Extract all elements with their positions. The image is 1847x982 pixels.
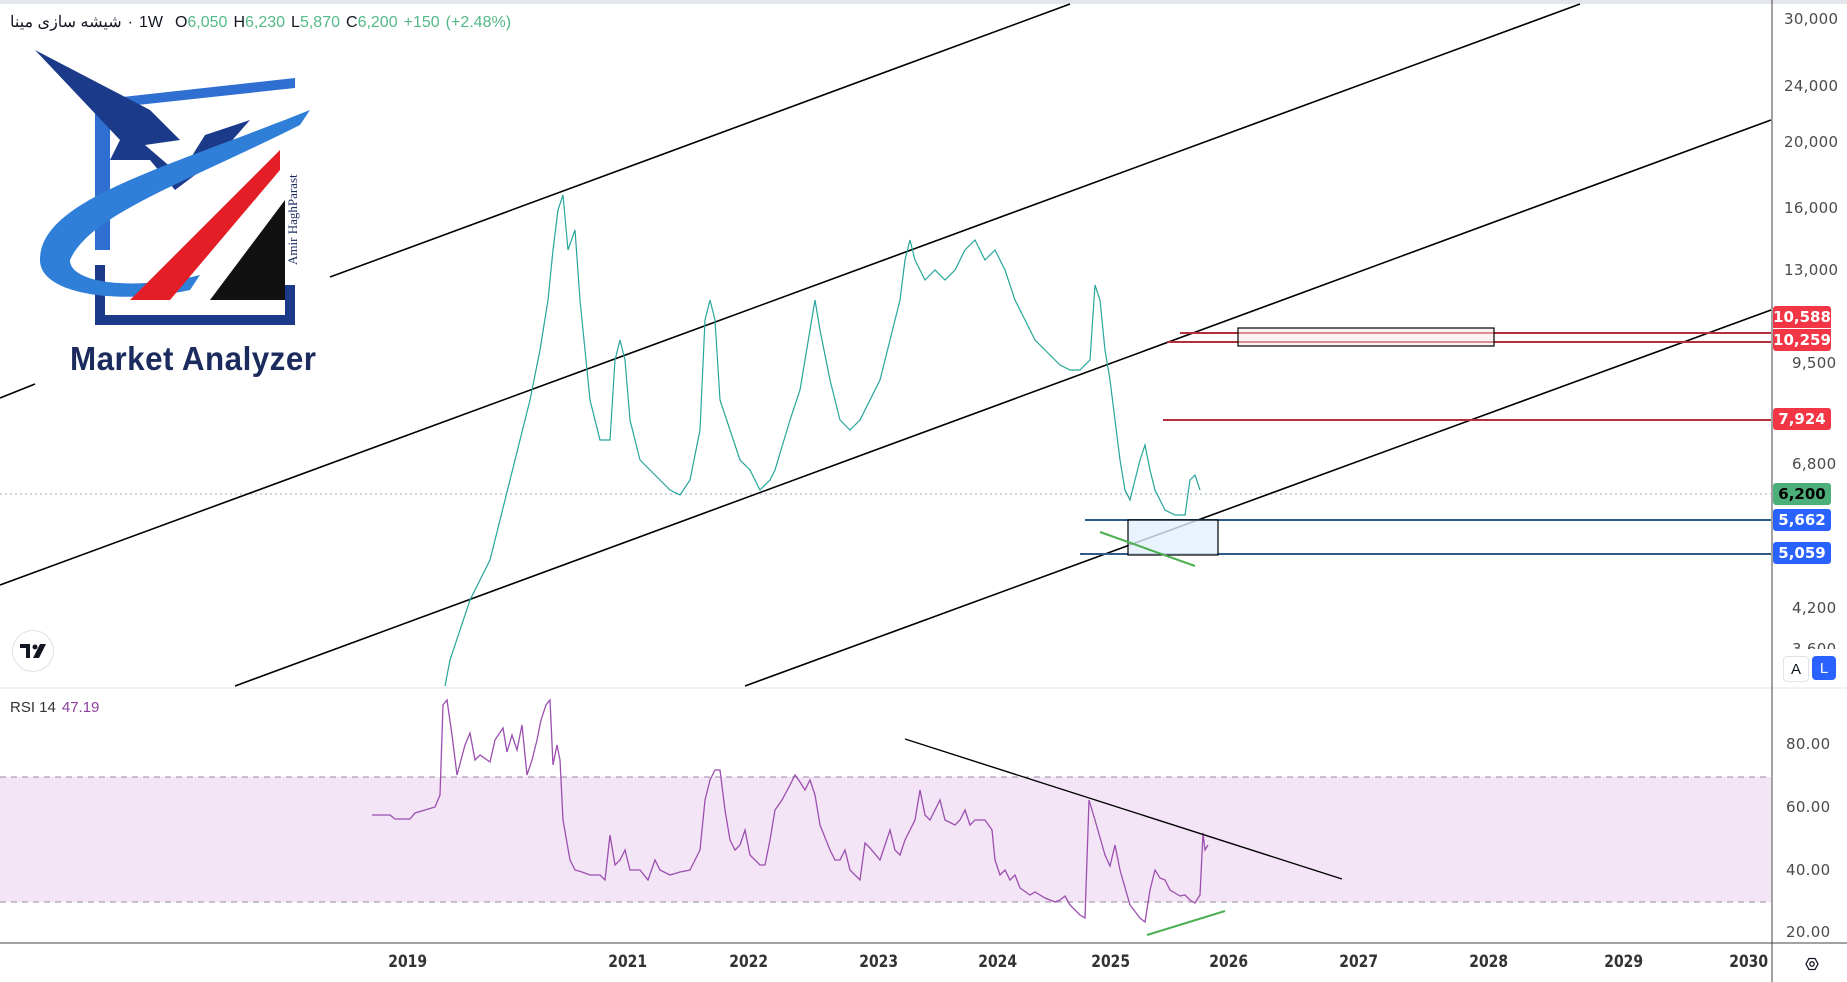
price-tick: 20,000 [1784,133,1839,151]
price-series [444,194,1201,687]
price-divergence-line[interactable] [1099,531,1196,567]
close-value: 6,200 [357,14,398,31]
year-tick: 2026 [1209,952,1249,972]
rsi-divergence-line[interactable] [1146,910,1226,936]
top-border [0,0,1847,4]
auto-scale-button[interactable]: A [1783,656,1809,682]
year-tick: 2022 [729,952,769,972]
support-box[interactable] [1127,519,1219,556]
high-value: 6,230 [245,14,286,31]
year-tick: 2027 [1339,952,1379,972]
year-tick: 2030 [1729,952,1769,972]
high-key: H [233,14,245,31]
rsi-tick: 60.00 [1786,798,1831,816]
log-scale-button[interactable]: L [1812,656,1836,680]
year-tick: 2029 [1604,952,1644,972]
brand-logo [35,50,310,325]
resistance-box[interactable] [1237,327,1495,347]
price-tag-resistance: 10,588 [1773,306,1831,328]
channel-lines[interactable] [0,3,1772,687]
rsi-trendline[interactable] [904,738,1343,880]
brand-author: Amir HaghParast [285,174,300,265]
rsi-legend[interactable]: RSI 14 47.19 [10,699,99,716]
price-tick: 6,800 [1792,455,1837,473]
year-tick: 2024 [978,952,1018,972]
rsi-value: 47.19 [61,699,100,716]
rsi-tick: 80.00 [1786,735,1831,753]
year-tick: 2023 [859,952,899,972]
price-tick: 24,000 [1784,77,1839,95]
year-tick: 2021 [608,952,648,972]
change-percent: (+2.48%) [445,14,512,31]
price-tick: 13,000 [1784,261,1839,279]
price-tag-last: 6,200 [1773,483,1831,505]
interval[interactable]: 1W [138,14,163,31]
year-tick: 2028 [1469,952,1509,972]
price-tag-resistance: 7,924 [1773,408,1831,430]
rsi-title: RSI 14 [10,699,56,716]
price-tick: 16,000 [1784,199,1839,217]
year-tick: 2025 [1091,952,1131,972]
price-tag-support: 5,662 [1773,509,1831,531]
rsi-tick: 40.00 [1786,861,1831,879]
change-value: +150 [403,14,440,31]
rsi-line [372,698,1209,924]
open-key: O [174,14,188,31]
price-tick-partial: 3,600 [1792,640,1837,649]
rsi-tick: 20.00 [1786,923,1831,941]
low-key: L [291,14,300,31]
legend-separator: · [127,14,133,31]
open-value: 6,050 [187,14,228,31]
symbol-name[interactable]: شیشه سازی مینا [10,14,122,31]
price-tick: 30,000 [1784,10,1839,28]
price-tag-resistance: 10,259 [1773,329,1831,351]
price-tick: 4,200 [1792,599,1837,617]
settings-gear-icon[interactable] [1800,952,1824,976]
brand-name: Market Analyzer [70,340,317,377]
year-tick: 2019 [388,952,428,972]
close-key: C [346,14,358,31]
rsi-band-fill [0,777,1771,902]
price-tag-support: 5,059 [1773,542,1831,564]
price-tick: 9,500 [1792,354,1837,372]
symbol-legend[interactable]: شیشه سازی مینا · 1W O6,050 H6,230 L5,870… [10,12,511,32]
low-value: 5,870 [299,14,340,31]
tradingview-logo-icon[interactable] [12,630,54,672]
